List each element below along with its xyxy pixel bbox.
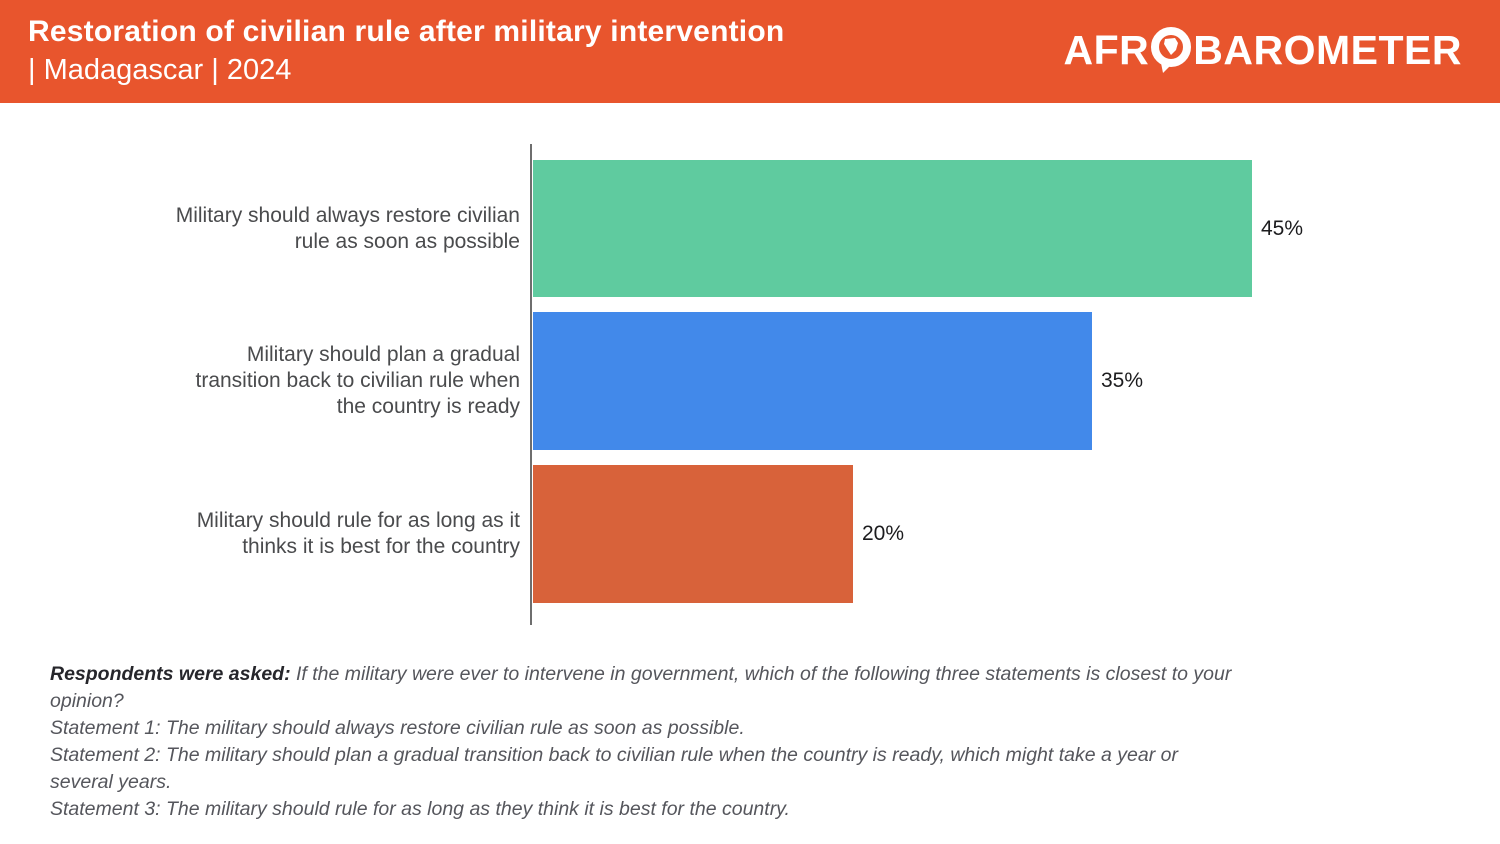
footer-intro-rest: If the military were ever to intervene i… [290,663,1232,685]
page-subtitle: | Madagascar | 2024 [28,54,292,86]
logo-text-barometer: BAROMETER [1193,26,1462,73]
footer-intro-bold: Respondents were asked: [50,663,291,685]
category-label-2-line-2: transition back to civilian rule when [195,369,521,392]
footer-line-opinion: opinion? [50,690,124,712]
category-label-2: Military should plan a gradual transitio… [60,312,521,450]
category-label-3-line-2: thinks it is best for the country [242,535,520,558]
bar-track-2: 35% [533,312,1143,450]
value-label-1: 45% [1261,216,1304,240]
footer-line-statement-2: Statement 2: The military should plan a … [50,744,1178,766]
bar-rule-as-long [533,465,853,603]
header-banner: Restoration of civilian rule after milit… [0,0,1500,103]
header-titles: Restoration of civilian rule after milit… [28,13,784,89]
bar-track-3: 20% [533,465,904,603]
category-label-3-line-1: Military should rule for as long as it [196,509,520,532]
africa-speech-bubble-icon [1149,26,1193,74]
survey-question-note: Respondents were asked: If the military … [50,661,1470,823]
bar-row-1: Military should always restore civilian … [0,160,1500,297]
bar-track-1: 45% [533,160,1303,297]
page-title: Restoration of civilian rule after milit… [28,15,785,48]
y-axis-line [530,144,532,625]
category-label-1-line-1: Military should always restore civilian [175,203,520,227]
bar-row-2: Military should plan a gradual transitio… [0,312,1500,450]
value-label-2: 35% [1101,369,1144,392]
footer-line-intro: Respondents were asked: If the military … [50,661,1470,688]
afrobarometer-logo: AFR BAROMETER [1064,26,1462,74]
footer-line-statement-2b: several years. [50,771,172,793]
category-label-2-line-3: the country is ready [336,395,520,418]
bar-always-restore [533,160,1252,297]
category-label-1: Military should always restore civilian … [60,160,520,297]
category-label-2-line-1: Military should plan a gradual [246,343,520,366]
footer-line-statement-1: Statement 1: The military should always … [50,717,745,739]
value-label-3: 20% [862,522,905,545]
logo-text-afr: AFR [1063,26,1150,73]
category-label-1-line-2: rule as soon as possible [294,229,520,253]
footer-line-statement-3: Statement 3: The military should rule fo… [50,798,790,820]
category-label-3: Military should rule for as long as it t… [60,465,520,603]
bar-gradual-transition [533,312,1092,450]
bar-row-3: Military should rule for as long as it t… [0,465,1500,603]
